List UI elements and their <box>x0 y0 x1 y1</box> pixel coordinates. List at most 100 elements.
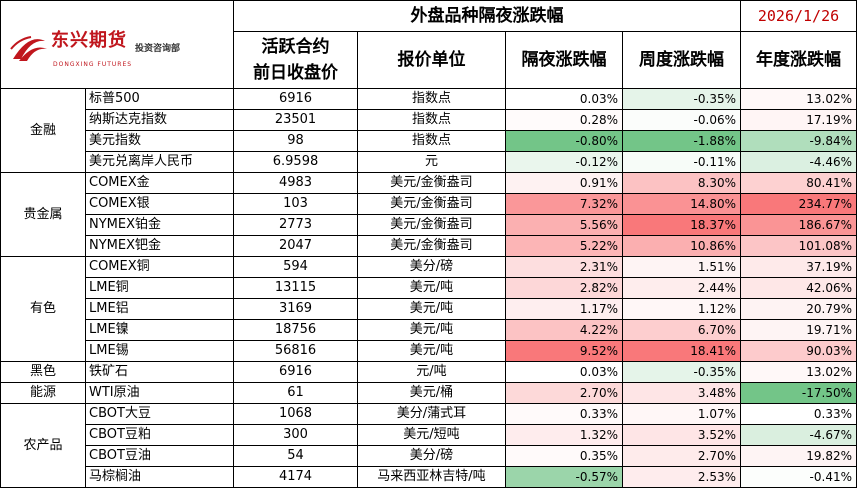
overnight-change: 1.17% <box>505 298 623 320</box>
close-price: 23501 <box>233 109 358 131</box>
close-price: 4983 <box>233 172 358 194</box>
close-price: 594 <box>233 256 358 278</box>
company-logo-cell: 东兴期货 DONGXING FUTURES 投资咨询部 <box>0 0 234 89</box>
col-header-week: 周度涨跌幅 <box>622 31 741 89</box>
overnight-change: 0.28% <box>505 109 623 131</box>
instrument-name: CBOT大豆 <box>85 403 234 425</box>
close-price: 1068 <box>233 403 358 425</box>
quote-unit: 指数点 <box>357 130 506 152</box>
instrument-name: COMEX银 <box>85 193 234 215</box>
week-change: 14.80% <box>622 193 741 215</box>
year-change: -9.84% <box>740 130 857 152</box>
overnight-change: 0.91% <box>505 172 623 194</box>
week-change: 10.86% <box>622 235 741 257</box>
year-change: -4.67% <box>740 424 857 446</box>
week-change: -0.11% <box>622 151 741 173</box>
overnight-change: 7.32% <box>505 193 623 215</box>
year-change: 17.19% <box>740 109 857 131</box>
year-change: 42.06% <box>740 277 857 299</box>
quote-unit: 指数点 <box>357 109 506 131</box>
table-row: 能源 WTI原油 61 美元/桶 2.70% 3.48% -17.50% <box>0 382 857 404</box>
table-row: LME铝 3169 美元/吨 1.17% 1.12% 20.79% <box>1 298 857 320</box>
logo-emblem-icon <box>10 36 47 61</box>
close-price: 4174 <box>233 466 358 488</box>
year-change: 80.41% <box>740 172 857 194</box>
close-price: 18756 <box>233 319 358 341</box>
year-change: 37.19% <box>740 256 857 278</box>
week-change: -0.35% <box>622 88 741 110</box>
quote-unit: 美分/磅 <box>357 256 506 278</box>
col-header-price: 活跃合约 前日收盘价 <box>233 31 358 89</box>
quote-unit: 美分/磅 <box>357 445 506 467</box>
col-header-price-line1: 活跃合约 <box>261 37 330 57</box>
close-price: 300 <box>233 424 358 446</box>
table-row: 美元指数 98 指数点 -0.80% -1.88% -9.84% <box>1 130 857 152</box>
quote-unit: 美分/蒲式耳 <box>357 403 506 425</box>
week-change: 8.30% <box>622 172 741 194</box>
overnight-change: 2.70% <box>505 382 623 404</box>
week-change: -0.35% <box>622 361 741 383</box>
year-change: 13.02% <box>740 361 857 383</box>
overnight-change: 1.32% <box>505 424 623 446</box>
quote-unit: 元/吨 <box>357 361 506 383</box>
company-logo: 东兴期货 DONGXING FUTURES 投资咨询部 <box>9 29 229 69</box>
col-header-unit: 报价单位 <box>357 31 506 89</box>
year-change: -17.50% <box>740 382 857 404</box>
overnight-change: 4.22% <box>505 319 623 341</box>
instrument-name: NYMEX钯金 <box>85 235 234 257</box>
overnight-change: 0.33% <box>505 403 623 425</box>
quote-unit: 指数点 <box>357 88 506 110</box>
category-cell: 金融 <box>0 88 86 173</box>
quote-unit: 美元/吨 <box>357 298 506 320</box>
table-row: NYMEX铂金 2773 美元/金衡盎司 5.56% 18.37% 186.67% <box>1 214 857 236</box>
quote-unit: 美元/短吨 <box>357 424 506 446</box>
overnight-change: 5.22% <box>505 235 623 257</box>
table-row: LME铜 13115 美元/吨 2.82% 2.44% 42.06% <box>1 277 857 299</box>
overnight-change: 0.03% <box>505 88 623 110</box>
overnight-change: -0.57% <box>505 466 623 488</box>
overnight-change: -0.12% <box>505 151 623 173</box>
table-row: LME锡 56816 美元/吨 9.52% 18.41% 90.03% <box>1 340 857 362</box>
overnight-change: 0.35% <box>505 445 623 467</box>
table-row: 贵金属 COMEX金 4983 美元/金衡盎司 0.91% 8.30% 80.41% <box>0 172 857 257</box>
instrument-name: 标普500 <box>85 88 234 110</box>
instrument-name: CBOT豆油 <box>85 445 234 467</box>
year-change: 13.02% <box>740 88 857 110</box>
close-price: 6916 <box>233 88 358 110</box>
table-row: CBOT豆油 54 美分/磅 0.35% 2.70% 19.82% <box>1 445 857 467</box>
instrument-name: 美元兑离岸人民币 <box>85 151 234 173</box>
logo-department: 投资咨询部 <box>135 44 181 54</box>
close-price: 6.9598 <box>233 151 358 173</box>
table-row: 有色 COMEX铜 594 美分/磅 2.31% 1.51% 37.19% <box>0 256 857 362</box>
table-row: 黑色 铁矿石 6916 元/吨 0.03% -0.35% 13.02% <box>0 361 857 383</box>
table-row: LME镍 18756 美元/吨 4.22% 6.70% 19.71% <box>1 319 857 341</box>
close-price: 61 <box>233 382 358 404</box>
col-header-price-line2: 前日收盘价 <box>253 63 338 83</box>
week-change: -0.06% <box>622 109 741 131</box>
year-change: -4.46% <box>740 151 857 173</box>
quote-unit: 美元/吨 <box>357 319 506 341</box>
instrument-name: COMEX铜 <box>85 256 234 278</box>
instrument-name: 铁矿石 <box>85 361 234 383</box>
table-row: 美元兑离岸人民币 6.9598 元 -0.12% -0.11% -4.46% <box>1 151 857 173</box>
year-change: 20.79% <box>740 298 857 320</box>
week-change: 3.52% <box>622 424 741 446</box>
table-row: 纳斯达克指数 23501 指数点 0.28% -0.06% 17.19% <box>1 109 857 131</box>
quote-unit: 美元/吨 <box>357 340 506 362</box>
category-cell: 农产品 <box>0 403 86 488</box>
instrument-name: CBOT豆粕 <box>85 424 234 446</box>
quote-unit: 美元/金衡盎司 <box>357 235 506 257</box>
report-title: 外盘品种隔夜涨跌幅 <box>233 0 741 32</box>
instrument-name: NYMEX铂金 <box>85 214 234 236</box>
week-change: 1.12% <box>622 298 741 320</box>
category-cell: 黑色 <box>0 361 86 383</box>
quote-unit: 美元/吨 <box>357 277 506 299</box>
week-change: 6.70% <box>622 319 741 341</box>
category-cell: 能源 <box>0 382 86 404</box>
close-price: 6916 <box>233 361 358 383</box>
col-header-overnight: 隔夜涨跌幅 <box>505 31 623 89</box>
close-price: 54 <box>233 445 358 467</box>
close-price: 2047 <box>233 235 358 257</box>
quote-unit: 美元/金衡盎司 <box>357 193 506 215</box>
close-price: 13115 <box>233 277 358 299</box>
